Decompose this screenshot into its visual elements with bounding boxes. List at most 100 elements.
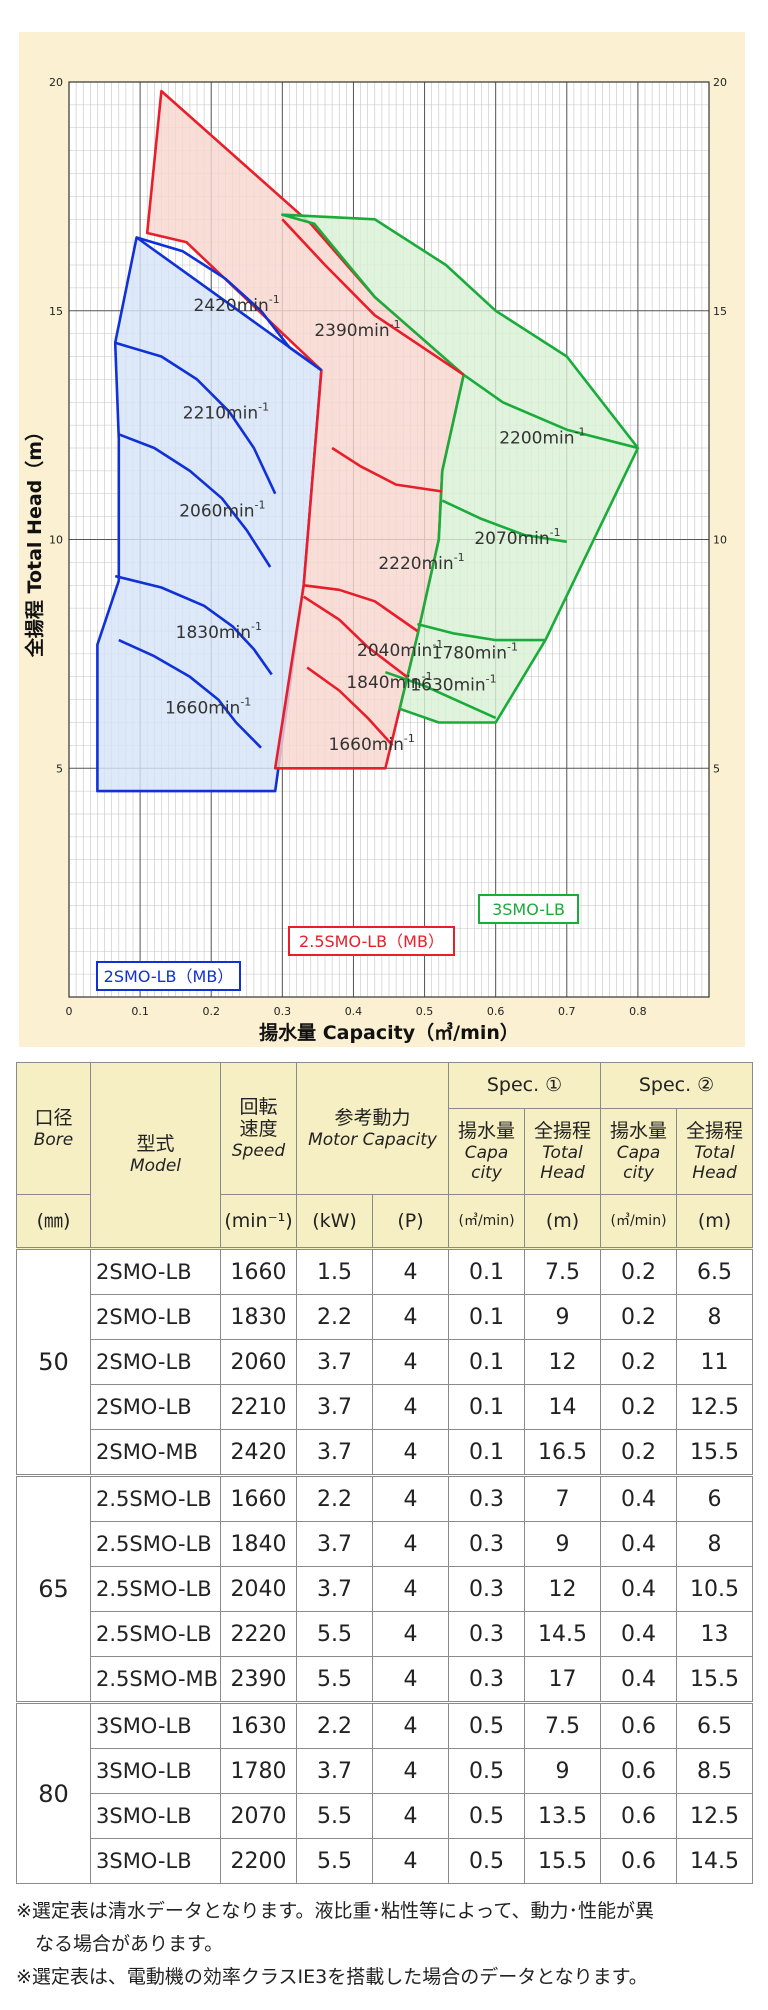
table-cell: 0.6 bbox=[600, 1748, 678, 1794]
spec-table: 口径 Bore 型式 Model 回転速度 Speed 参考動力 Motor Capac… bbox=[16, 1062, 754, 1884]
table-row: 3SMO-LB 2200 5.5 4 0.5 15.5 0.6 14.5 bbox=[17, 1838, 754, 1884]
legend-label: 3SMO-LB bbox=[492, 900, 565, 919]
table-cell: 12.5 bbox=[676, 1384, 754, 1430]
table-cell: 0.4 bbox=[600, 1611, 678, 1657]
y-tick-label-right: 10 bbox=[713, 534, 727, 547]
speed-line bbox=[114, 574, 273, 676]
x-tick-label: 0.8 bbox=[629, 1005, 647, 1018]
speed-line bbox=[118, 638, 262, 749]
model-cell: 2SMO-LB bbox=[90, 1294, 221, 1340]
table-cell: 16.5 bbox=[524, 1429, 602, 1476]
table-cell: 0.6 bbox=[600, 1838, 678, 1884]
table-row: 3SMO-LB 2070 5.5 4 0.5 13.5 0.6 12.5 bbox=[17, 1793, 754, 1839]
y-tick-label-right: 15 bbox=[713, 305, 727, 318]
bore-cell: 50 bbox=[16, 1247, 91, 1476]
speed-label: 1660min-1 bbox=[329, 732, 415, 755]
table-cell: 14.5 bbox=[524, 1611, 602, 1657]
x-tick-label: 0.1 bbox=[131, 1005, 149, 1018]
model-cell: 2.5SMO-LB bbox=[90, 1566, 221, 1612]
x-tick-label: 0.7 bbox=[558, 1005, 576, 1018]
speed-line bbox=[331, 446, 443, 493]
y-tick-label: 5 bbox=[56, 762, 63, 775]
speed-label: 1630min-1 bbox=[410, 672, 496, 695]
table-cell: 2.2 bbox=[296, 1474, 373, 1522]
table-cell: 4 bbox=[371, 1793, 450, 1839]
table-cell: 2070 bbox=[220, 1793, 297, 1839]
table-cell: 0.3 bbox=[448, 1521, 526, 1567]
speed-label-exponent: -1 bbox=[486, 672, 497, 685]
table-cell: 0.6 bbox=[600, 1701, 678, 1749]
table-cell: 4 bbox=[371, 1838, 450, 1884]
table-row: 2.5SMO-LB 1840 3.7 4 0.3 9 0.4 8 bbox=[17, 1521, 754, 1567]
speed-line bbox=[462, 373, 639, 450]
table-cell: 0.4 bbox=[600, 1521, 678, 1567]
table-cell: 12 bbox=[524, 1566, 602, 1612]
header-p-unit: (P) bbox=[371, 1194, 450, 1249]
performance-chart: 0 0.1 0.2 0.3 0.4 0.5 0.6 0.7 0.8 5 5 10 10 15 15 20 20 揚… bbox=[19, 32, 745, 1047]
speed-line bbox=[303, 584, 419, 633]
speed-label-exponent: -1 bbox=[255, 499, 266, 512]
speed-line bbox=[118, 433, 272, 568]
model-cell: 3SMO-LB bbox=[90, 1748, 221, 1794]
speed-label-exponent: -1 bbox=[575, 425, 586, 438]
table-cell: 5.5 bbox=[296, 1838, 373, 1884]
model-cell: 2.5SMO-LB bbox=[90, 1611, 221, 1657]
table-cell: 2220 bbox=[220, 1611, 297, 1657]
table-cell: 14.5 bbox=[676, 1838, 754, 1884]
speed-line bbox=[302, 595, 408, 678]
table-cell: 3.7 bbox=[296, 1429, 373, 1476]
header-spec2-head-unit: (m) bbox=[676, 1194, 754, 1249]
header-spec2-head: 全揚程 Total Head bbox=[676, 1108, 754, 1195]
x-axis-label: 揚水量 Capacity（㎥/min） bbox=[259, 1021, 519, 1044]
table-cell: 4 bbox=[371, 1339, 450, 1385]
table-cell: 4 bbox=[371, 1521, 450, 1567]
table-cell: 12.5 bbox=[676, 1793, 754, 1839]
header-spec1-capacity: 揚水量 Capa city bbox=[448, 1108, 526, 1195]
speed-label: 1840min-1 bbox=[346, 670, 432, 693]
model-cell: 2.5SMO-LB bbox=[90, 1521, 221, 1567]
speed-label: 2200min-1 bbox=[499, 425, 585, 448]
table-cell: 0.4 bbox=[600, 1474, 678, 1522]
table-cell: 13.5 bbox=[524, 1793, 602, 1839]
table-cell: 0.3 bbox=[448, 1611, 526, 1657]
table-row: 2.5SMO-MB 2390 5.5 4 0.3 17 0.4 15.5 bbox=[17, 1656, 754, 1703]
speed-label: 1660min-1 bbox=[165, 695, 251, 718]
note-line: ※選定表は清水データとなります。液比重･粘性等によって、動力･性能が異 bbox=[16, 1900, 654, 1922]
model-cell: 3SMO-LB bbox=[90, 1701, 221, 1749]
table-row: 2SMO-LB 2210 3.7 4 0.1 14 0.2 12.5 bbox=[17, 1384, 754, 1430]
table-cell: 15.5 bbox=[676, 1656, 754, 1703]
table-row: 2SMO-LB 2060 3.7 4 0.1 12 0.2 11 bbox=[17, 1339, 754, 1385]
speed-line bbox=[114, 341, 277, 495]
table-cell: 0.4 bbox=[600, 1656, 678, 1703]
x-tick-label: 0.6 bbox=[487, 1005, 505, 1018]
table-cell: 1660 bbox=[220, 1247, 297, 1295]
speed-label: 2420min-1 bbox=[193, 293, 279, 316]
table-cell: 11 bbox=[676, 1339, 754, 1385]
table-cell: 0.2 bbox=[600, 1339, 678, 1385]
table-cell: 6.5 bbox=[676, 1247, 754, 1295]
y-tick-label: 15 bbox=[49, 305, 63, 318]
speed-line bbox=[384, 670, 497, 720]
table-row: 2SMO-MB 2420 3.7 4 0.1 16.5 0.2 15.5 bbox=[17, 1429, 754, 1476]
table-cell: 9 bbox=[524, 1294, 602, 1340]
speed-label-exponent: -1 bbox=[390, 318, 401, 331]
model-cell: 2SMO-LB bbox=[90, 1339, 221, 1385]
speed-line bbox=[136, 236, 323, 372]
table-cell: 0.2 bbox=[600, 1429, 678, 1476]
table-cell: 0.4 bbox=[600, 1566, 678, 1612]
table-cell: 2390 bbox=[220, 1656, 297, 1703]
table-cell: 5.5 bbox=[296, 1793, 373, 1839]
table-cell: 2060 bbox=[220, 1339, 297, 1385]
table-row: 50 2SMO-LB 1660 1.5 4 0.1 7.5 0.2 6.5 bbox=[16, 1247, 754, 1476]
speed-label-exponent: -1 bbox=[251, 620, 262, 633]
table-cell: 8 bbox=[676, 1521, 754, 1567]
model-cell: 2.5SMO-LB bbox=[90, 1474, 221, 1522]
table-cell: 0.2 bbox=[600, 1294, 678, 1340]
legend-label: 2SMO-LB（MB） bbox=[104, 967, 234, 986]
table-cell: 0.5 bbox=[448, 1793, 526, 1839]
header-speed: 回転速度 Speed bbox=[220, 1062, 297, 1195]
table-cell: 7.5 bbox=[524, 1247, 602, 1295]
header-model: 型式 Model bbox=[90, 1062, 221, 1249]
model-cell: 3SMO-LB bbox=[90, 1793, 221, 1839]
header-spec2: Spec. ② bbox=[600, 1062, 754, 1109]
